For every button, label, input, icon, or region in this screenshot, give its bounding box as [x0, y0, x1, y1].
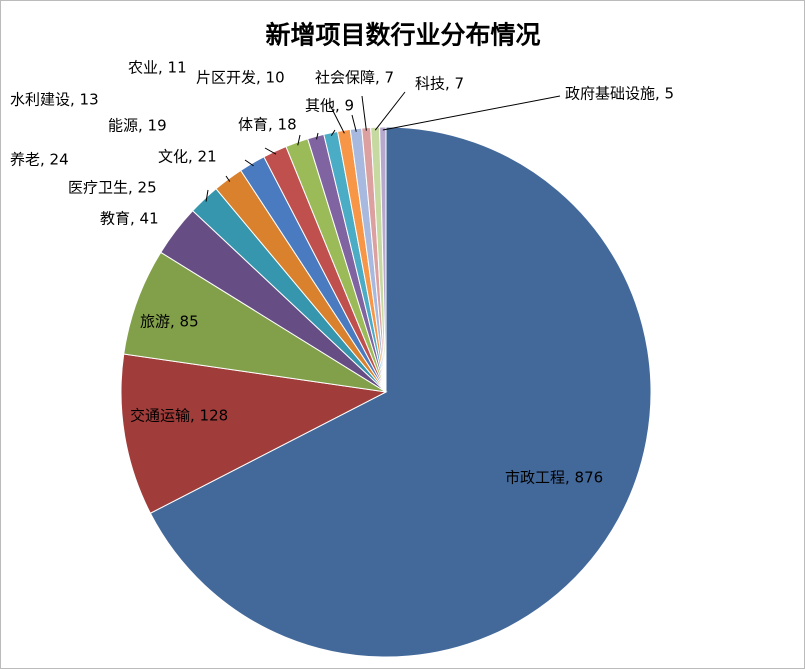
- data-label: 科技, 7: [415, 75, 464, 93]
- leader-line: [330, 129, 336, 137]
- pie-slice: [120, 353, 388, 514]
- data-label: 政府基础设施, 5: [565, 85, 674, 103]
- leader-line: [361, 95, 367, 131]
- leader-line: [225, 175, 231, 182]
- data-label: 能源, 19: [108, 117, 167, 135]
- data-label: 交通运输, 128: [130, 407, 228, 425]
- data-label: 文化, 21: [158, 148, 217, 166]
- leader-line: [297, 134, 301, 146]
- leader-line: [374, 91, 406, 131]
- leader-line: [351, 114, 357, 132]
- leader-line: [316, 132, 319, 140]
- leader-line: [329, 104, 345, 134]
- data-label: 医疗卫生, 25: [68, 179, 157, 197]
- leader-line: [244, 159, 254, 167]
- pie-slice: [149, 126, 652, 658]
- leader-line: [205, 189, 209, 202]
- data-label: 养老, 24: [10, 151, 69, 169]
- leader-line: [382, 95, 561, 131]
- data-label: 片区开发, 10: [196, 69, 285, 87]
- pie-slice: [123, 251, 387, 393]
- pie-slice: [379, 126, 387, 393]
- data-label: 其他, 9: [305, 97, 354, 115]
- data-label: 体育, 18: [238, 116, 297, 134]
- chart-title: 新增项目数行业分布情况: [265, 21, 540, 50]
- data-label: 水利建设, 13: [10, 91, 99, 109]
- data-label: 旅游, 85: [140, 313, 199, 331]
- data-label: 社会保障, 7: [315, 69, 394, 87]
- data-label: 农业, 11: [128, 59, 187, 77]
- data-label: 市政工程, 876: [505, 469, 603, 487]
- data-label: 教育, 41: [100, 210, 159, 228]
- leader-line: [264, 147, 277, 155]
